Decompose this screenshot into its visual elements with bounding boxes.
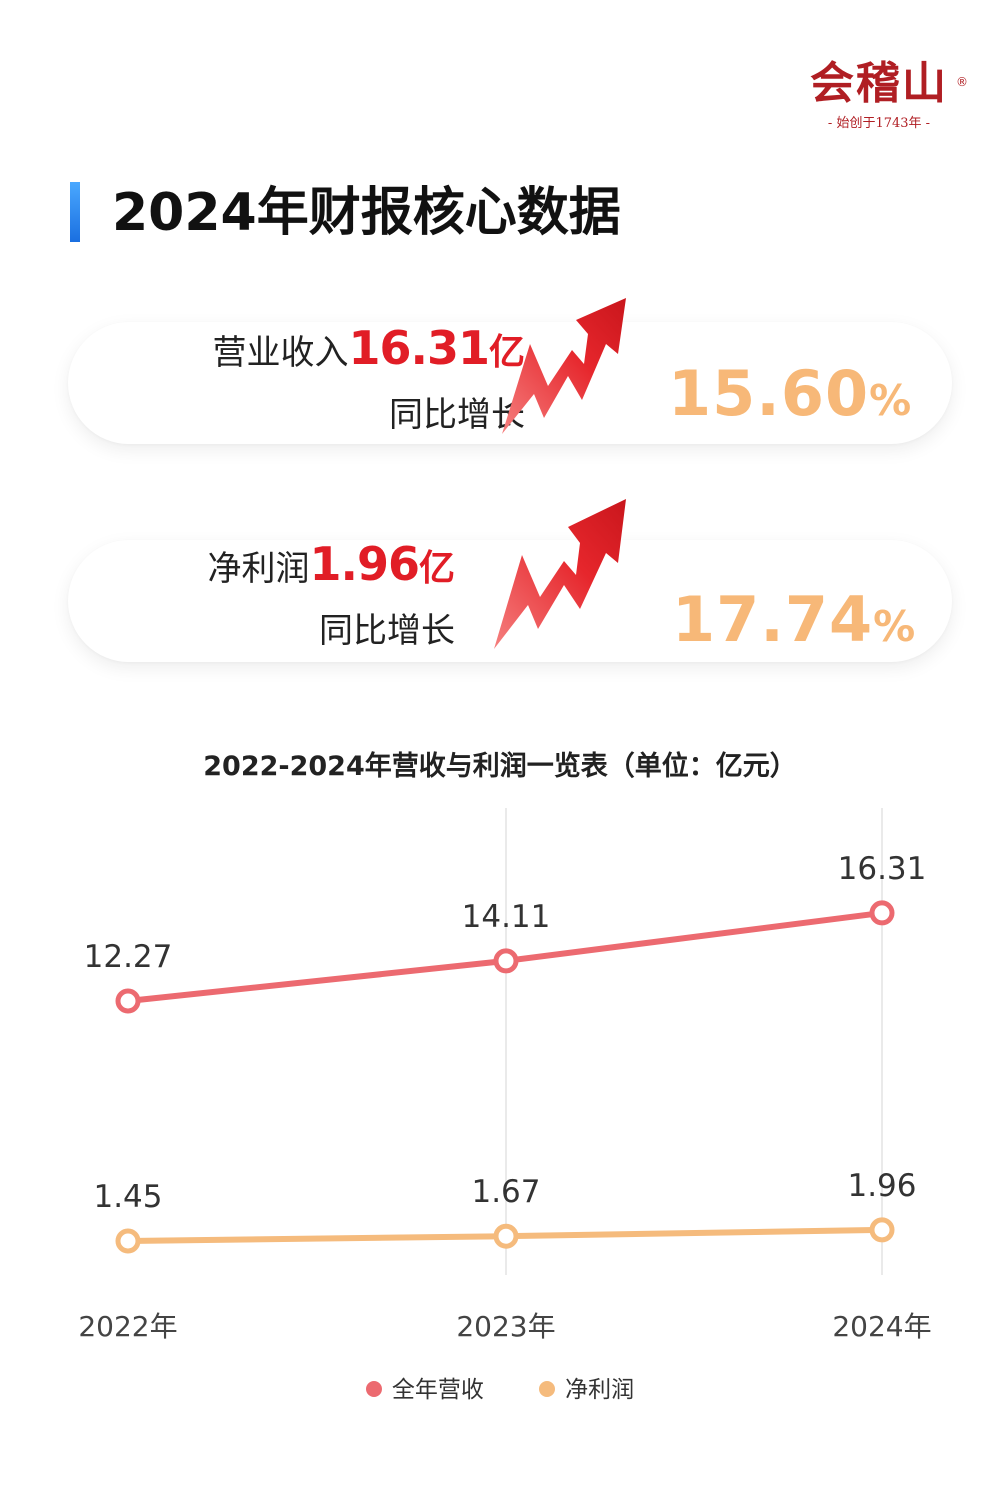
revenue-growth-unit: %	[869, 376, 912, 425]
data-label: 1.67	[471, 1174, 540, 1210]
profit-growth-value: 17.74	[672, 583, 874, 656]
data-label: 14.11	[462, 899, 551, 935]
legend-dot-profit	[539, 1381, 556, 1397]
revenue-growth-percent: 15.60%	[668, 357, 911, 430]
page-title: 2024年财报核心数据	[112, 183, 621, 243]
data-point	[493, 1223, 519, 1249]
profit-growth-label: 同比增长	[319, 611, 455, 651]
data-point	[869, 1217, 895, 1243]
legend-item-profit[interactable]: 净利润	[539, 1370, 634, 1404]
registered-mark: ®	[956, 75, 970, 89]
x-tick-label: 2022年	[78, 1310, 177, 1343]
brand-name-text: 会稽山	[810, 58, 948, 109]
growth-arrow-icon	[494, 499, 626, 649]
x-tick-label: 2024年	[832, 1310, 931, 1343]
brand-tagline: - 始创于1743年 -	[827, 116, 931, 131]
brand-name: 会稽山 ®	[794, 58, 968, 110]
data-label: 1.45	[93, 1179, 162, 1215]
data-label: 1.96	[847, 1168, 916, 1204]
revenue-value: 16.31	[348, 321, 490, 375]
data-label: 12.27	[84, 939, 173, 975]
revenue-growth-label: 同比增长	[389, 395, 525, 435]
data-point	[493, 948, 519, 974]
x-tick-label: 2023年	[456, 1310, 555, 1343]
revenue-unit: 亿	[488, 332, 525, 373]
data-label: 16.31	[838, 851, 927, 887]
data-point	[869, 900, 895, 926]
chart-legend: 全年营收 净利润	[0, 1370, 1000, 1404]
revenue-stat: 营业收入16.31亿 同比增长	[212, 322, 525, 441]
profit-growth-unit: %	[873, 602, 916, 651]
revenue-growth-value: 15.60	[668, 357, 870, 430]
profit-label: 净利润	[207, 549, 310, 589]
legend-item-revenue[interactable]: 全年营收	[365, 1370, 484, 1404]
data-point	[115, 988, 141, 1014]
growth-arrow-icon	[502, 298, 626, 434]
profit-value: 1.96	[309, 537, 419, 591]
chart-title: 2022-2024年营收与利润一览表（单位：亿元）	[203, 751, 797, 782]
legend-dot-revenue	[365, 1381, 382, 1397]
brand-logo: 会稽山 ® - 始创于1743年 -	[794, 58, 968, 131]
line-chart: 2022年 2023年 2024年 12.27 14.11 16.31 1.45 1.67 1.…	[78, 808, 932, 1343]
legend-label-revenue: 全年营收	[391, 1377, 484, 1403]
profit-unit: 亿	[418, 548, 455, 589]
profit-stat: 净利润1.96亿 同比增长	[207, 538, 455, 657]
revenue-label: 营业收入	[212, 333, 349, 373]
data-point	[115, 1228, 141, 1254]
profit-growth-percent: 17.74%	[672, 583, 915, 656]
title-accent-bar	[70, 182, 80, 242]
legend-label-profit: 净利润	[565, 1377, 635, 1403]
